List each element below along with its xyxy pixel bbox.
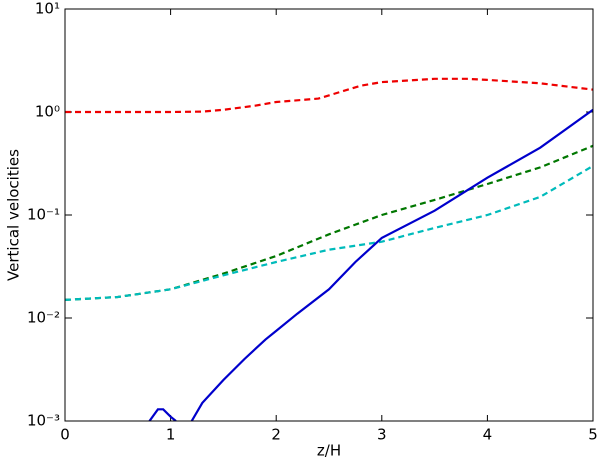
y-tick-label: 10¹ <box>35 0 60 18</box>
y-tick-label: 10⁰ <box>35 103 60 121</box>
series-line <box>65 164 593 301</box>
x-tick-label: 3 <box>377 426 387 444</box>
y-tick-label: 10⁻³ <box>27 412 60 430</box>
series-line <box>65 77 593 114</box>
x-axis-label: z/H <box>317 442 341 460</box>
y-tick-label: 10⁻² <box>27 309 60 327</box>
series-line <box>148 108 593 421</box>
plot-frame <box>64 8 594 422</box>
x-tick-label: 4 <box>483 426 493 444</box>
x-tick-label: 1 <box>166 426 176 444</box>
series-line <box>65 144 593 301</box>
y-axis-label: Vertical velocities <box>5 149 23 281</box>
x-tick-label: 5 <box>588 426 598 444</box>
x-tick-label: 2 <box>271 426 281 444</box>
y-tick-label: 10⁻¹ <box>27 206 60 224</box>
x-tick-label: 0 <box>60 426 70 444</box>
